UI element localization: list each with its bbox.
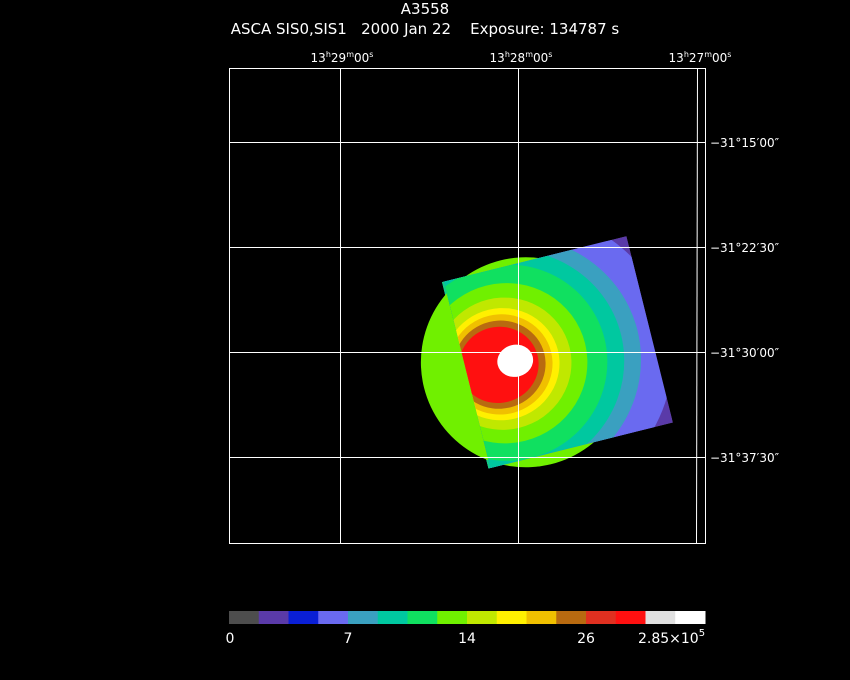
colorbar-swatch bbox=[318, 611, 349, 624]
ra-axis-labels: 13h29m00s 13h28m00s 13h27m00s bbox=[311, 50, 732, 65]
xray-image bbox=[420, 236, 673, 469]
dec-tick-label: −31°22′30″ bbox=[710, 241, 780, 255]
colorbar-swatch bbox=[467, 611, 498, 624]
colorbar-label: 14 bbox=[458, 631, 476, 647]
colorbar-swatch bbox=[615, 611, 646, 624]
colorbar-label-max: 2.85×105 bbox=[638, 628, 705, 647]
colorbar-swatch bbox=[645, 611, 676, 624]
colorbar-swatch bbox=[229, 611, 260, 624]
colorbar-swatch bbox=[348, 611, 379, 624]
image-subtitle: ASCA SIS0,SIS1 2000 Jan 22 Exposure: 134… bbox=[230, 20, 620, 38]
colorbar-label: 7 bbox=[344, 631, 353, 647]
colorbar-label: 26 bbox=[577, 631, 595, 647]
dec-tick-label: −31°37′30″ bbox=[710, 451, 780, 465]
colorbar-swatch bbox=[526, 611, 557, 624]
colorbar-label: 0 bbox=[226, 631, 235, 647]
dec-tick-label: −31°15′00″ bbox=[710, 136, 780, 150]
coordinate-grid bbox=[229, 67, 705, 544]
colorbar-swatch bbox=[586, 611, 617, 624]
colorbar-swatch bbox=[556, 611, 587, 624]
ra-tick-label: 13h27m00s bbox=[669, 50, 732, 65]
plot-frame bbox=[229, 68, 706, 544]
colorbar bbox=[229, 611, 706, 624]
dec-tick-label: −31°30′00″ bbox=[710, 346, 780, 360]
colorbar-swatch bbox=[407, 611, 438, 624]
colorbar-swatch bbox=[496, 611, 527, 624]
colorbar-swatch bbox=[377, 611, 408, 624]
ra-tick-label: 13h28m00s bbox=[490, 50, 553, 65]
image-title: A3558 bbox=[400, 0, 450, 18]
colorbar-swatch bbox=[437, 611, 468, 624]
colorbar-swatch bbox=[258, 611, 289, 624]
colorbar-swatch bbox=[675, 611, 706, 624]
dec-axis-labels: −31°15′00″ −31°22′30″ −31°30′00″ −31°37′… bbox=[710, 136, 780, 465]
ra-tick-label: 13h29m00s bbox=[311, 50, 374, 65]
colorbar-swatch bbox=[288, 611, 319, 624]
colorbar-labels: 0 7 14 26 2.85×105 bbox=[226, 628, 706, 647]
